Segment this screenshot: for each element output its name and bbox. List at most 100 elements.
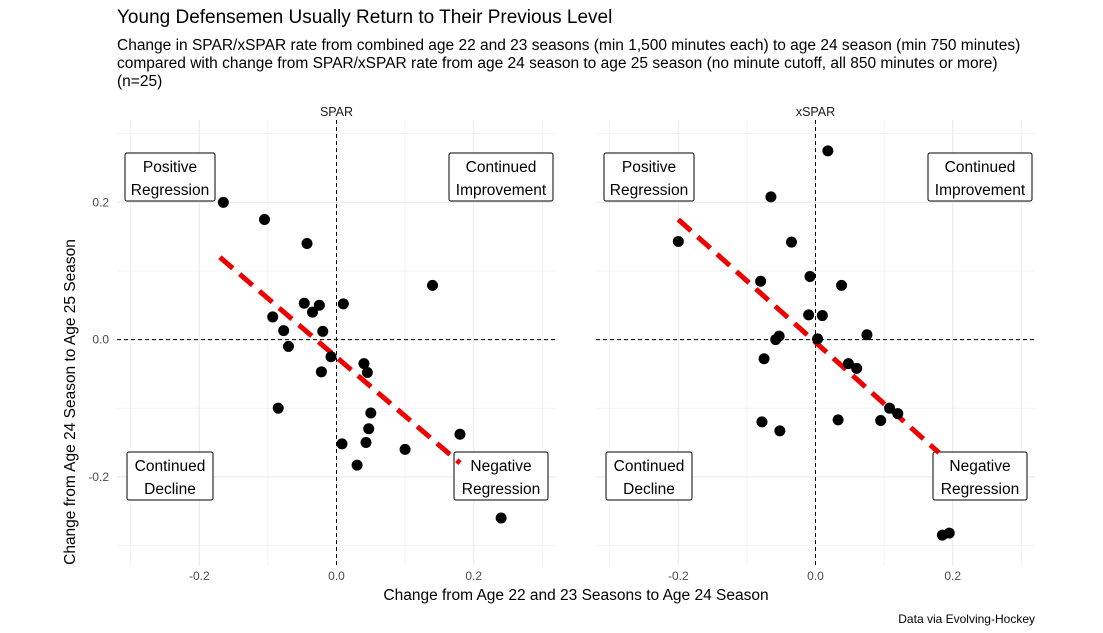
- quadrant-label-text: Regression: [462, 481, 540, 498]
- data-point: [315, 366, 327, 378]
- data-point: [336, 438, 348, 450]
- data-point: [495, 512, 507, 524]
- quadrant-label-box: [603, 152, 695, 202]
- x-tick-label: -0.2: [668, 569, 689, 583]
- quadrant-label-box: [124, 152, 216, 202]
- data-point: [774, 425, 786, 437]
- data-point: [258, 213, 270, 225]
- data-point: [943, 527, 955, 539]
- data-point: [427, 279, 439, 291]
- chart-title: Young Defensemen Usually Return to Their…: [117, 7, 613, 28]
- quadrant-label-text: Decline: [144, 481, 196, 498]
- panel-xspar: xSPAR -0.2 0.0 0.2 Positive Regression Continu…: [596, 105, 1035, 583]
- data-point: [363, 423, 375, 435]
- data-point: [313, 299, 325, 311]
- y-tick-label: 0.2: [92, 195, 109, 209]
- quadrant-label-text: Improvement: [456, 182, 547, 199]
- x-tick-label: 0.0: [807, 569, 824, 583]
- data-point: [803, 309, 815, 321]
- quadrant-label-negative-regression: Negative Regression: [932, 451, 1028, 501]
- x-tick-label: 0.0: [328, 569, 345, 583]
- quadrant-label-box: [605, 451, 693, 501]
- chart-subtitle-line-1: Change in SPAR/xSPAR rate from combined …: [117, 37, 1021, 54]
- panel-strip-label: SPAR: [320, 105, 353, 119]
- data-point: [884, 402, 896, 414]
- quadrant-label-text: Improvement: [935, 182, 1026, 199]
- data-point: [756, 416, 768, 428]
- quadrant-label-positive-regression: Positive Regression: [603, 152, 695, 202]
- quadrant-label-text: Negative: [949, 458, 1010, 475]
- data-point: [317, 325, 329, 337]
- data-point: [360, 436, 372, 448]
- data-point: [365, 407, 377, 419]
- data-point: [301, 238, 313, 250]
- y-tick-label: 0.0: [92, 333, 109, 347]
- data-point: [875, 415, 887, 427]
- panel-spar: SPAR -0.2 0.0 0.2 -0.2 0.0 0.2 Positive Regressi…: [88, 105, 556, 583]
- quadrant-label-negative-regression: Negative Regression: [453, 451, 549, 501]
- data-point: [282, 340, 294, 352]
- panel-strip-label: xSPAR: [796, 105, 835, 119]
- quadrant-label-text: Regression: [610, 182, 688, 199]
- x-tick-label: 0.2: [944, 569, 961, 583]
- data-point: [358, 358, 370, 370]
- data-point: [672, 235, 684, 247]
- quadrant-label-continued-improvement: Continued Improvement: [448, 152, 554, 202]
- quadrant-label-text: Continued: [466, 159, 537, 176]
- quadrant-label-box: [453, 451, 549, 501]
- chart-subtitle-line-3: (n=25): [117, 73, 163, 90]
- data-point: [851, 362, 863, 374]
- data-point: [785, 236, 797, 248]
- trend-line: [218, 255, 462, 465]
- quadrant-label-continued-improvement: Continued Improvement: [927, 152, 1033, 202]
- data-point: [765, 191, 777, 203]
- data-point: [278, 325, 290, 337]
- quadrant-label-box: [448, 152, 554, 202]
- data-point: [861, 329, 873, 341]
- quadrant-label-text: Positive: [622, 159, 676, 176]
- data-point: [267, 311, 279, 323]
- quadrant-label-text: Regression: [941, 481, 1019, 498]
- data-point: [773, 330, 785, 342]
- y-axis-title: Change from Age 24 Season to Age 25 Seas…: [62, 239, 79, 565]
- data-point: [804, 270, 816, 282]
- quadrant-label-text: Continued: [135, 458, 206, 475]
- data-point: [272, 402, 284, 414]
- data-point: [816, 310, 828, 322]
- x-tick-label: -0.2: [189, 569, 210, 583]
- data-point: [822, 145, 834, 157]
- quadrant-label-continued-decline: Continued Decline: [605, 451, 693, 501]
- data-point: [298, 297, 310, 309]
- quadrant-label-box: [126, 451, 214, 501]
- data-point: [812, 333, 824, 345]
- quadrant-label-text: Continued: [614, 458, 685, 475]
- data-point: [325, 351, 337, 363]
- quadrant-label-continued-decline: Continued Decline: [126, 451, 214, 501]
- x-axis-title: Change from Age 22 and 23 Seasons to Age…: [383, 587, 768, 604]
- quadrant-label-positive-regression: Positive Regression: [124, 152, 216, 202]
- data-point: [361, 367, 373, 379]
- quadrant-label-text: Positive: [143, 159, 197, 176]
- data-point: [399, 443, 411, 455]
- data-point: [832, 414, 844, 426]
- quadrant-label-text: Negative: [470, 458, 531, 475]
- chart-caption: Data via Evolving-Hockey: [898, 612, 1035, 626]
- quadrant-label-text: Regression: [131, 182, 209, 199]
- data-point: [217, 196, 229, 208]
- quadrant-label-text: Decline: [623, 481, 675, 498]
- data-point: [836, 279, 848, 291]
- chart-subtitle-line-2: compared with change from SPAR/xSPAR rat…: [117, 55, 998, 72]
- data-point: [454, 428, 466, 440]
- quadrant-label-text: Continued: [945, 159, 1016, 176]
- y-tick-label: -0.2: [88, 470, 109, 484]
- data-point: [337, 298, 349, 310]
- data-point: [306, 306, 318, 318]
- quadrant-label-box: [932, 451, 1028, 501]
- data-point: [351, 459, 363, 471]
- data-point: [755, 275, 767, 287]
- quadrant-label-box: [927, 152, 1033, 202]
- x-tick-label: 0.2: [465, 569, 482, 583]
- data-point: [758, 353, 770, 365]
- data-point: [842, 358, 854, 370]
